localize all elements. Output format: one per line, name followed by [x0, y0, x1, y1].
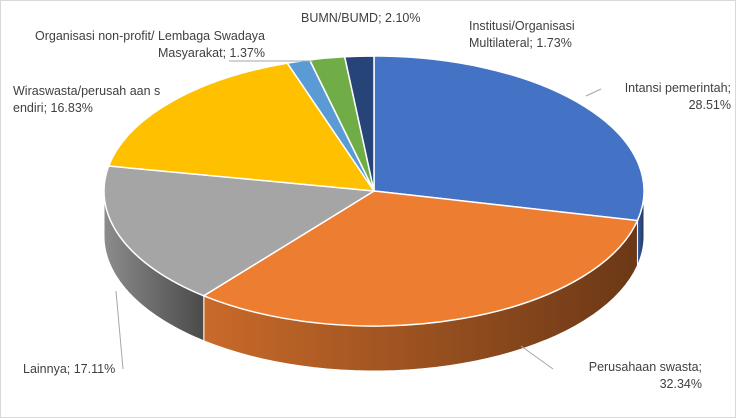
leader-line	[520, 345, 554, 370]
slice: Perusahaan swasta	[202, 190, 639, 327]
slice: Lainnya	[103, 165, 377, 297]
data-label: Organisasi non-profit/ Lembaga Swadaya M…	[35, 29, 265, 60]
data-label: Wiraswasta/perusah aan sendiri; 16.83%	[13, 84, 161, 115]
data-label: Institusi/Organisasi Multilateral; 1.73%	[469, 19, 575, 50]
slice: Intansi pemerintah	[373, 55, 645, 222]
leader-line	[585, 88, 602, 97]
data-label: Perusahaan swasta; 32.34%	[588, 360, 702, 391]
leader-line	[115, 290, 124, 370]
data-label: Lainnya; 17.11%	[23, 362, 116, 376]
data-label: Intansi pemerintah; 28.51%	[624, 81, 731, 112]
data-label: BUMN/BUMD; 2.10%	[301, 11, 421, 25]
slice: Institusi/Organisasi Multilateral	[343, 55, 375, 192]
